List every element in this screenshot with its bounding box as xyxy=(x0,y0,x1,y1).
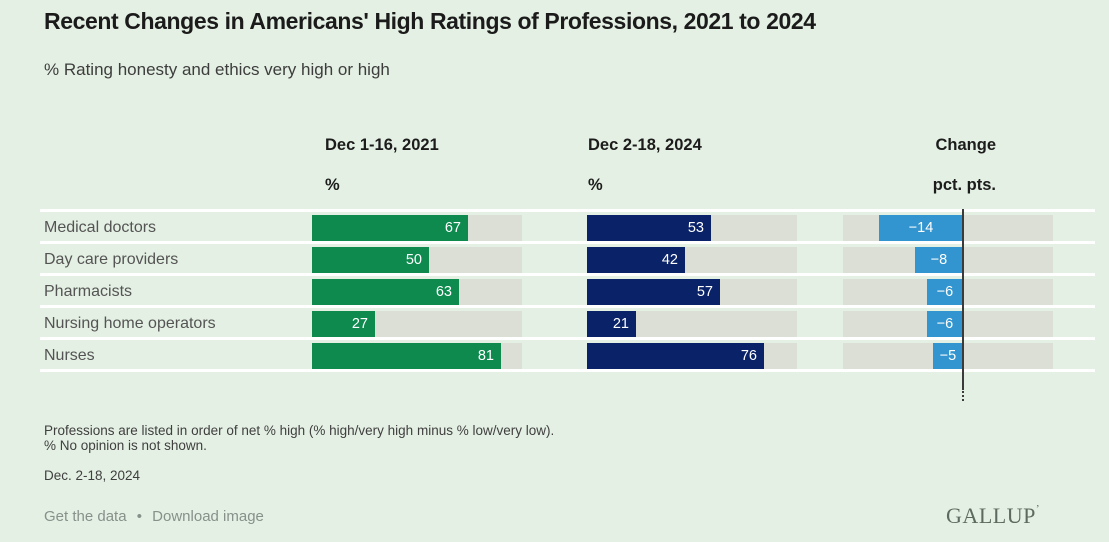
bar-track-change: −8 xyxy=(843,247,1053,273)
profession-label: Nurses xyxy=(44,347,95,364)
profession-label: Day care providers xyxy=(44,251,179,268)
gallup-logo: GALLUPʼ xyxy=(946,503,1040,529)
gallup-logo-trademark: ʼ xyxy=(1035,503,1040,515)
bar-track-2021: 27 xyxy=(312,311,522,337)
profession-label: Nursing home operators xyxy=(44,315,216,332)
bar-2024: 53 xyxy=(587,215,711,241)
chart-title: Recent Changes in Americans' High Rating… xyxy=(44,8,816,34)
bar-value-2021: 81 xyxy=(477,348,494,364)
bar-value-2021: 50 xyxy=(405,252,422,268)
chart-subtitle: % Rating honesty and ethics very high or… xyxy=(44,60,390,79)
bar-change: −14 xyxy=(879,215,963,241)
bar-value-2021: 27 xyxy=(351,316,368,332)
bar-value-2021: 67 xyxy=(444,220,461,236)
column-unit-2024: % xyxy=(588,176,603,194)
bar-track-2021: 67 xyxy=(312,215,522,241)
column-unit-change: pct. pts. xyxy=(932,176,996,194)
table-row: Day care providers 50 42 −8 xyxy=(40,241,1095,273)
bar-value-2024: 53 xyxy=(687,220,704,236)
bar-track-2021: 81 xyxy=(312,343,522,369)
bar-track-change: −6 xyxy=(843,279,1053,305)
survey-date: Dec. 2-18, 2024 xyxy=(44,468,141,483)
bar-track-2024: 21 xyxy=(587,311,797,337)
table-row: Nurses 81 76 −5 xyxy=(40,337,1095,369)
footer-links: Get the data • Download image xyxy=(44,508,264,525)
bar-value-2024: 76 xyxy=(740,348,757,364)
bar-2021: 50 xyxy=(312,247,429,273)
column-header-2021: Dec 1-16, 2021 xyxy=(325,136,439,154)
bar-track-change: −5 xyxy=(843,343,1053,369)
bar-value-change: −14 xyxy=(908,220,934,236)
bar-2021: 27 xyxy=(312,311,375,337)
bar-track-change: −14 xyxy=(843,215,1053,241)
change-zero-axis-line xyxy=(962,209,964,390)
bar-value-2024: 42 xyxy=(661,252,678,268)
bar-track-2024: 42 xyxy=(587,247,797,273)
footnote-no-opinion: % No opinion is not shown. xyxy=(44,438,207,453)
gallup-logo-text: GALLUP xyxy=(946,503,1036,528)
bar-value-2024: 21 xyxy=(612,316,629,332)
change-zero-axis-dash xyxy=(962,391,964,401)
bar-change: −6 xyxy=(927,311,963,337)
bar-2021: 67 xyxy=(312,215,468,241)
bar-track-2024: 57 xyxy=(587,279,797,305)
bar-change: −6 xyxy=(927,279,963,305)
download-image-link[interactable]: Download image xyxy=(152,508,264,525)
bar-value-change: −5 xyxy=(939,348,957,364)
profession-label: Medical doctors xyxy=(44,219,157,236)
column-header-change: Change xyxy=(935,136,996,154)
bar-value-2021: 63 xyxy=(435,284,452,300)
bar-value-2024: 57 xyxy=(696,284,713,300)
profession-label: Pharmacists xyxy=(44,283,133,300)
table-row: Nursing home operators 27 21 −6 xyxy=(40,305,1095,337)
bar-track-change: −6 xyxy=(843,311,1053,337)
bar-2024: 76 xyxy=(587,343,764,369)
column-unit-2021: % xyxy=(325,176,340,194)
link-separator: • xyxy=(136,508,142,525)
bar-track-2024: 53 xyxy=(587,215,797,241)
bar-value-change: −6 xyxy=(936,316,954,332)
bar-track-2021: 50 xyxy=(312,247,522,273)
bar-2024: 42 xyxy=(587,247,685,273)
bar-change: −8 xyxy=(915,247,963,273)
footnote-order: Professions are listed in order of net %… xyxy=(44,423,555,438)
bar-change: −5 xyxy=(933,343,963,369)
bar-value-change: −8 xyxy=(930,252,948,268)
bar-value-change: −6 xyxy=(936,284,954,300)
bar-track-2021: 63 xyxy=(312,279,522,305)
bar-2021: 81 xyxy=(312,343,501,369)
get-the-data-link[interactable]: Get the data xyxy=(44,508,127,525)
bar-2024: 21 xyxy=(587,311,636,337)
bar-2024: 57 xyxy=(587,279,720,305)
bar-2021: 63 xyxy=(312,279,459,305)
table-row: Pharmacists 63 57 −6 xyxy=(40,273,1095,305)
bar-track-2024: 76 xyxy=(587,343,797,369)
column-header-2024: Dec 2-18, 2024 xyxy=(588,136,702,154)
table-row: Medical doctors 67 53 −14 xyxy=(40,209,1095,241)
chart-table: Medical doctors 67 53 −14 Day care providers… xyxy=(40,209,1095,372)
